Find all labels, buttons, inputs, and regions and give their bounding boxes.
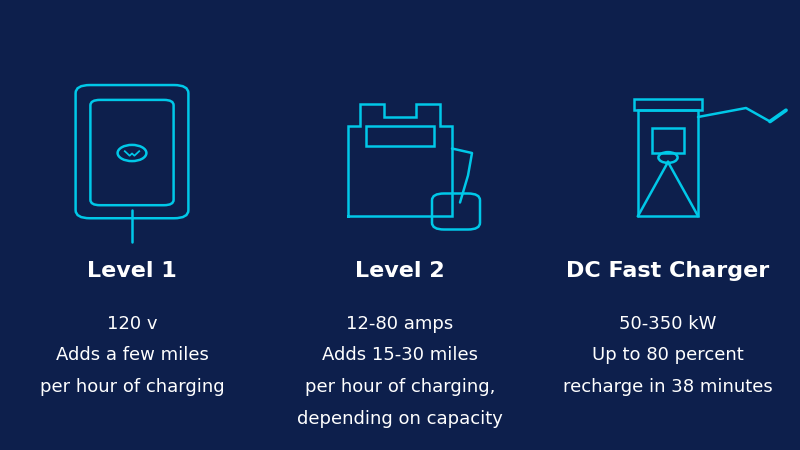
- Text: per hour of charging: per hour of charging: [40, 378, 224, 396]
- Bar: [366, 126, 434, 146]
- Bar: [634, 99, 702, 110]
- Text: 120 v: 120 v: [106, 315, 158, 333]
- Text: depending on capacity: depending on capacity: [297, 410, 503, 427]
- Text: 50-350 kW: 50-350 kW: [619, 315, 717, 333]
- Text: Level 2: Level 2: [355, 261, 445, 281]
- Bar: [638, 110, 698, 216]
- Text: 12-80 amps: 12-80 amps: [346, 315, 454, 333]
- Text: per hour of charging,: per hour of charging,: [305, 378, 495, 396]
- Text: Level 1: Level 1: [87, 261, 177, 281]
- Text: recharge in 38 minutes: recharge in 38 minutes: [563, 378, 773, 396]
- Text: Adds 15-30 miles: Adds 15-30 miles: [322, 346, 478, 364]
- Bar: [652, 128, 684, 153]
- Text: Adds a few miles: Adds a few miles: [55, 346, 209, 364]
- Text: Up to 80 percent: Up to 80 percent: [592, 346, 744, 364]
- Text: DC Fast Charger: DC Fast Charger: [566, 261, 770, 281]
